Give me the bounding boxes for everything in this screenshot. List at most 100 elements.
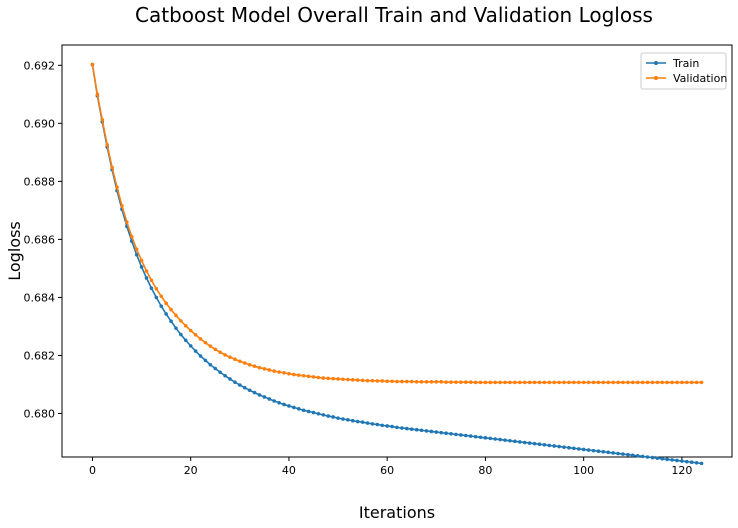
data-point-validation [179, 319, 183, 323]
data-point-validation [419, 380, 424, 384]
data-point-validation [144, 269, 149, 273]
data-point-train [630, 453, 635, 458]
data-point-validation [262, 367, 267, 371]
data-point-validation [213, 347, 218, 352]
data-point-train [483, 436, 488, 440]
data-point-validation [689, 380, 694, 385]
data-point-validation [267, 368, 272, 372]
x-tick-label: 120 [671, 464, 692, 477]
data-point-train [331, 415, 335, 419]
data-point-validation [576, 380, 581, 385]
data-point-train [301, 408, 306, 413]
x-tick-label: 100 [573, 464, 594, 477]
data-point-validation [282, 371, 286, 375]
data-point-validation [331, 376, 335, 381]
data-point-train [478, 435, 483, 440]
data-point-validation [498, 380, 502, 385]
data-point-validation [660, 380, 665, 385]
data-point-train [518, 440, 522, 444]
data-point-validation [552, 380, 556, 385]
data-point-validation [468, 380, 473, 384]
data-point-validation [341, 377, 345, 382]
data-point-validation [100, 118, 105, 122]
y-tick-label: 0.680 [24, 407, 56, 420]
data-point-train [493, 437, 498, 441]
data-point-train [360, 420, 365, 424]
data-point-validation [90, 62, 95, 67]
y-tick-label: 0.686 [24, 233, 56, 246]
data-point-train [409, 427, 414, 431]
data-point-train [572, 446, 576, 451]
data-point-train [174, 326, 178, 330]
data-point-validation [572, 380, 576, 385]
data-point-train [586, 448, 591, 452]
chart-title: Catboost Model Overall Train and Validat… [135, 3, 653, 27]
legend: Train Validation [640, 52, 727, 90]
series-layer [90, 62, 704, 466]
data-point-validation [380, 379, 385, 383]
data-point-validation [159, 294, 164, 299]
data-point-train [277, 400, 281, 405]
data-point-validation [473, 380, 478, 385]
data-point-validation [444, 380, 448, 384]
data-point-train [208, 362, 213, 367]
data-point-validation [527, 380, 532, 385]
data-point-train [655, 456, 660, 460]
data-point-train [154, 295, 159, 300]
data-point-validation [630, 380, 635, 385]
data-point-validation [611, 380, 615, 385]
data-point-train [621, 452, 625, 456]
data-point-train [557, 444, 561, 449]
data-point-validation [154, 286, 159, 291]
data-point-train [508, 438, 512, 443]
data-point-validation [346, 377, 350, 382]
data-point-validation [218, 350, 222, 355]
legend-box [640, 52, 727, 90]
data-point-validation [247, 362, 252, 367]
data-point-validation [694, 380, 699, 385]
data-point-train [233, 380, 237, 384]
data-point-train [532, 441, 537, 446]
data-point-train [395, 425, 399, 430]
data-point-validation [174, 313, 178, 318]
data-point-train [680, 459, 684, 463]
x-tick-label: 60 [380, 464, 394, 477]
data-point-validation [508, 380, 512, 385]
data-point-train [247, 388, 252, 393]
data-point-validation [635, 380, 640, 385]
data-point-validation [596, 380, 601, 385]
data-point-train [218, 370, 222, 375]
data-point-train [390, 424, 394, 429]
data-point-train [434, 430, 439, 434]
data-point-train [188, 344, 193, 348]
data-point-validation [203, 340, 208, 345]
data-point-validation [233, 357, 237, 362]
data-point-train [370, 422, 375, 426]
data-point-validation [110, 165, 114, 170]
data-point-train [645, 455, 650, 459]
data-point-validation [129, 234, 134, 239]
data-point-validation [370, 378, 375, 383]
x-tick-label: 20 [184, 464, 198, 477]
data-point-validation [645, 380, 650, 385]
data-point-validation [547, 380, 552, 385]
data-point-validation [120, 203, 124, 208]
data-point-train [675, 458, 679, 463]
data-point-validation [134, 247, 139, 252]
data-point-validation [699, 380, 704, 385]
data-point-validation [208, 344, 213, 348]
data-point-train [611, 451, 615, 455]
data-point-validation [242, 361, 247, 365]
data-point-train [296, 407, 301, 411]
data-point-validation [454, 380, 458, 384]
data-point-train [626, 452, 630, 457]
data-point-validation [390, 379, 394, 384]
data-point-train [257, 393, 262, 397]
data-point-validation [640, 380, 645, 385]
data-point-validation [115, 185, 119, 189]
data-point-validation [655, 380, 660, 385]
data-point-train [375, 422, 380, 427]
data-point-validation [626, 380, 630, 385]
data-point-train [311, 410, 316, 415]
data-point-validation [336, 377, 340, 381]
